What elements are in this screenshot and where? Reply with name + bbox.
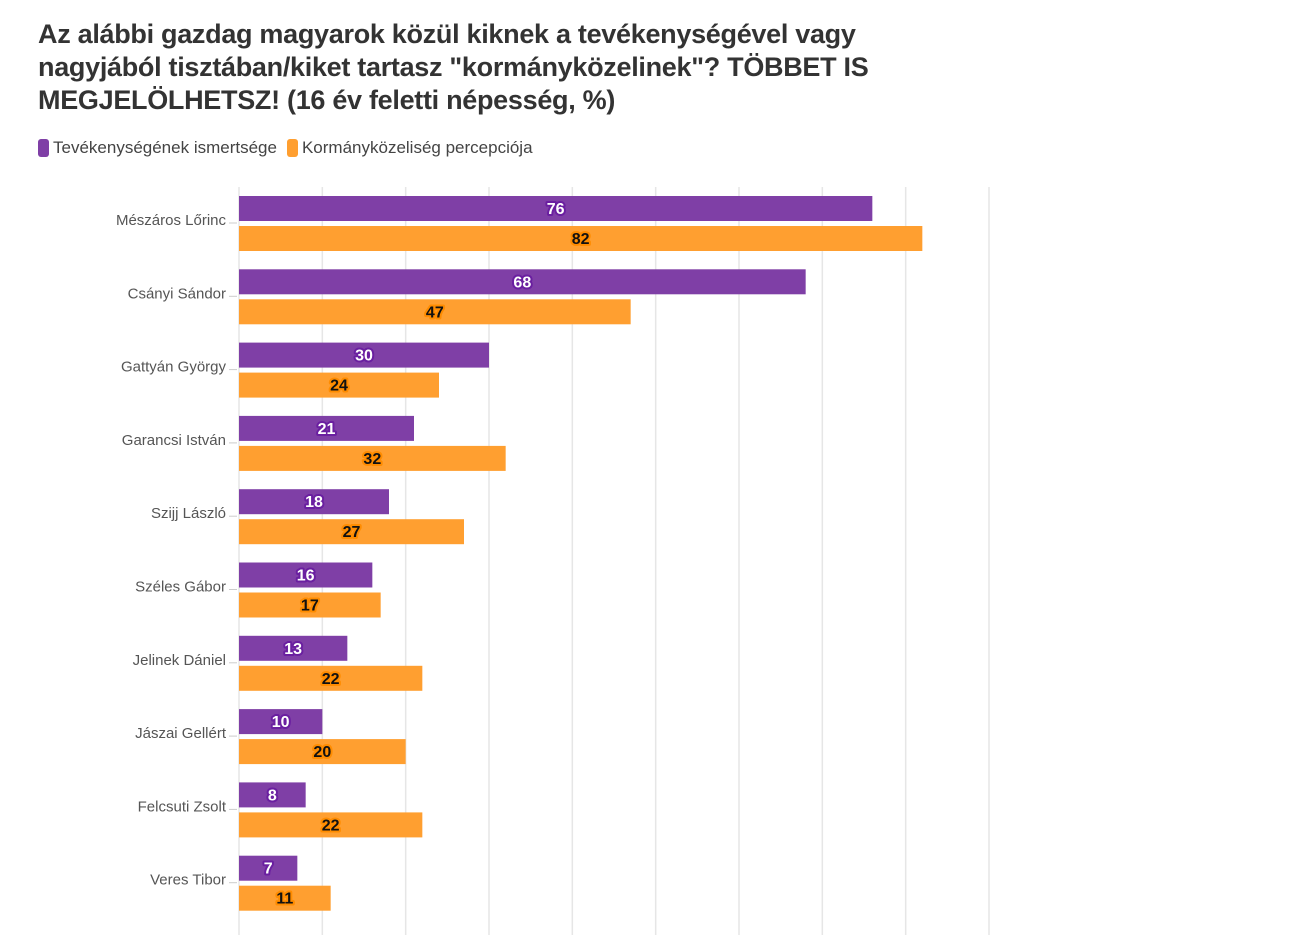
data-label: 27 xyxy=(343,524,361,541)
category-label: Jelinek Dániel xyxy=(133,652,226,669)
data-label: 13 xyxy=(284,641,302,658)
bar-perception xyxy=(239,885,331,911)
legend: Tevékenységének ismertsége Kormányközeli… xyxy=(38,138,533,158)
data-label: 11 xyxy=(276,891,293,908)
bar-perception xyxy=(239,299,631,325)
data-label: 68 xyxy=(513,274,531,291)
bar-perception xyxy=(239,445,506,471)
category-label: Jászai Gellért xyxy=(135,725,227,742)
legend-label: Tevékenységének ismertsége xyxy=(53,138,277,157)
bar-perception xyxy=(239,226,923,251)
bar-awareness xyxy=(239,415,414,441)
bar-perception xyxy=(239,739,406,765)
category-label: Csányi Sándor xyxy=(128,285,226,302)
category-label: Veres Tibor xyxy=(150,872,226,889)
bar-perception xyxy=(239,665,423,691)
bar-awareness xyxy=(239,196,873,221)
data-label: 32 xyxy=(363,451,381,468)
bar-awareness xyxy=(239,855,298,881)
bar-awareness xyxy=(239,635,348,661)
data-label: 8 xyxy=(268,787,277,804)
data-label: 76 xyxy=(547,201,565,218)
chart-title: Az alábbi gazdag magyarok közül kiknek a… xyxy=(38,19,869,115)
bar-perception xyxy=(239,812,423,838)
data-label: 22 xyxy=(322,817,340,834)
data-label: 47 xyxy=(426,304,444,321)
legend-swatch xyxy=(286,139,298,157)
bar-perception xyxy=(239,592,381,618)
data-label: 24 xyxy=(330,378,348,395)
bar-awareness xyxy=(239,562,373,588)
data-label: 7 xyxy=(264,861,273,878)
data-label: 22 xyxy=(322,671,340,688)
bar-awareness xyxy=(239,342,489,368)
data-label: 30 xyxy=(355,348,373,365)
category-label: Széles Gábor xyxy=(135,579,226,596)
bar-awareness xyxy=(239,709,323,735)
category-label: Felcsuti Zsolt xyxy=(138,798,227,815)
category-label: Szijj László xyxy=(151,505,226,522)
data-label: 18 xyxy=(305,494,323,511)
legend-item-0[interactable]: Tevékenységének ismertsége xyxy=(38,138,277,158)
category-label: Garancsi István xyxy=(122,432,226,449)
legend-label: Kormányközeliség percepciója xyxy=(301,138,533,157)
bar-awareness xyxy=(239,269,806,295)
bar-perception xyxy=(239,372,439,398)
category-label: Mészáros Lőrinc xyxy=(116,212,227,229)
data-label: 20 xyxy=(313,744,331,761)
bar-awareness xyxy=(239,489,389,515)
data-label: 82 xyxy=(572,231,590,248)
legend-item-1[interactable]: Kormányközeliség percepciója xyxy=(286,138,533,158)
data-label: 17 xyxy=(301,598,319,615)
category-label: Gattyán György xyxy=(121,359,227,376)
data-label: 16 xyxy=(297,568,315,585)
data-label: 10 xyxy=(272,714,290,731)
data-label: 21 xyxy=(318,421,336,438)
bar-perception xyxy=(239,519,464,545)
bar-awareness xyxy=(239,782,306,808)
legend-swatch xyxy=(38,139,49,157)
